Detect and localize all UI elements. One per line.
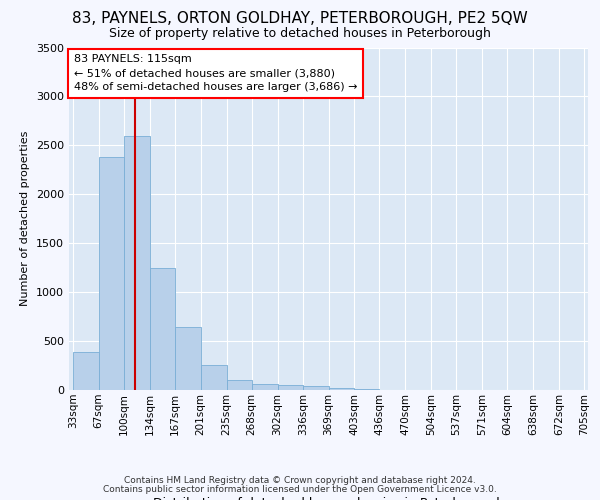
Text: 83, PAYNELS, ORTON GOLDHAY, PETERBOROUGH, PE2 5QW: 83, PAYNELS, ORTON GOLDHAY, PETERBOROUGH… [72, 11, 528, 26]
Bar [73, 352, 98, 390]
Bar [175, 328, 200, 390]
Bar [227, 380, 251, 390]
Text: 83 PAYNELS: 115sqm
← 51% of detached houses are smaller (3,880)
48% of semi-deta: 83 PAYNELS: 115sqm ← 51% of detached hou… [74, 54, 357, 92]
Bar [200, 364, 227, 390]
Bar [98, 157, 124, 390]
Text: Contains public sector information licensed under the Open Government Licence v3: Contains public sector information licen… [103, 485, 497, 494]
Bar [278, 385, 304, 390]
Bar [304, 386, 329, 390]
Y-axis label: Number of detached properties: Number of detached properties [20, 131, 31, 306]
Bar [329, 388, 355, 390]
X-axis label: Distribution of detached houses by size in Peterborough: Distribution of detached houses by size … [153, 498, 504, 500]
Text: Contains HM Land Registry data © Crown copyright and database right 2024.: Contains HM Land Registry data © Crown c… [124, 476, 476, 485]
Bar [251, 384, 278, 390]
Bar [149, 268, 175, 390]
Bar [124, 136, 149, 390]
Bar [355, 389, 379, 390]
Text: Size of property relative to detached houses in Peterborough: Size of property relative to detached ho… [109, 28, 491, 40]
